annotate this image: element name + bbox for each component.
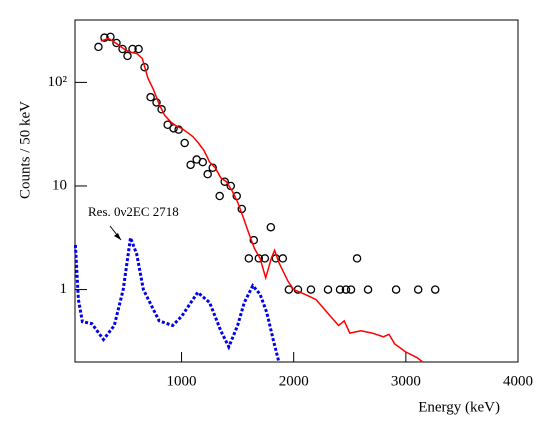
data-point (163, 120, 172, 129)
data-point (352, 254, 362, 263)
data-point (198, 157, 207, 167)
data-point (203, 169, 212, 179)
annotation: Res. 0ν2EC 2718 (88, 204, 179, 219)
data-point (186, 160, 195, 170)
x-tick-label: 4000 (503, 373, 533, 389)
data-point (100, 33, 109, 42)
data-point (180, 138, 189, 148)
data-point (335, 285, 345, 294)
data-point (94, 42, 103, 52)
data-point (118, 44, 127, 54)
dashed-curve (73, 237, 281, 363)
data-point (306, 285, 316, 294)
arrow-head (114, 233, 121, 240)
data-point (260, 254, 270, 263)
x-axis-label: Energy (keV) (418, 399, 500, 415)
y-tick-label: 10² (48, 74, 68, 90)
x-tick-label: 1000 (167, 373, 197, 389)
data-point (208, 163, 217, 172)
data-point (413, 285, 423, 294)
data-point (157, 105, 166, 114)
data-point (391, 285, 401, 294)
data-point (146, 92, 155, 102)
y-tick-label: 1 (60, 281, 68, 297)
data-point (249, 235, 259, 245)
plot-frame (74, 19, 519, 363)
data-point (134, 44, 143, 54)
y-axis-label: Counts / 50 keV (17, 101, 33, 199)
data-point (430, 285, 440, 294)
data-point (220, 177, 229, 186)
data-point (278, 254, 288, 263)
x-tick-label: 2000 (279, 373, 309, 389)
data-point (215, 191, 224, 201)
data-point (266, 222, 276, 232)
data-point (363, 285, 373, 294)
data-point (323, 285, 333, 294)
data-point (341, 285, 351, 294)
fit-curve (100, 37, 424, 363)
x-tick-label: 3000 (391, 373, 421, 389)
data-point (112, 38, 121, 48)
data-point (284, 285, 294, 294)
data-point (123, 51, 132, 61)
data-point (244, 254, 254, 263)
y-tick-label: 10 (52, 177, 67, 193)
data-point (346, 285, 356, 294)
